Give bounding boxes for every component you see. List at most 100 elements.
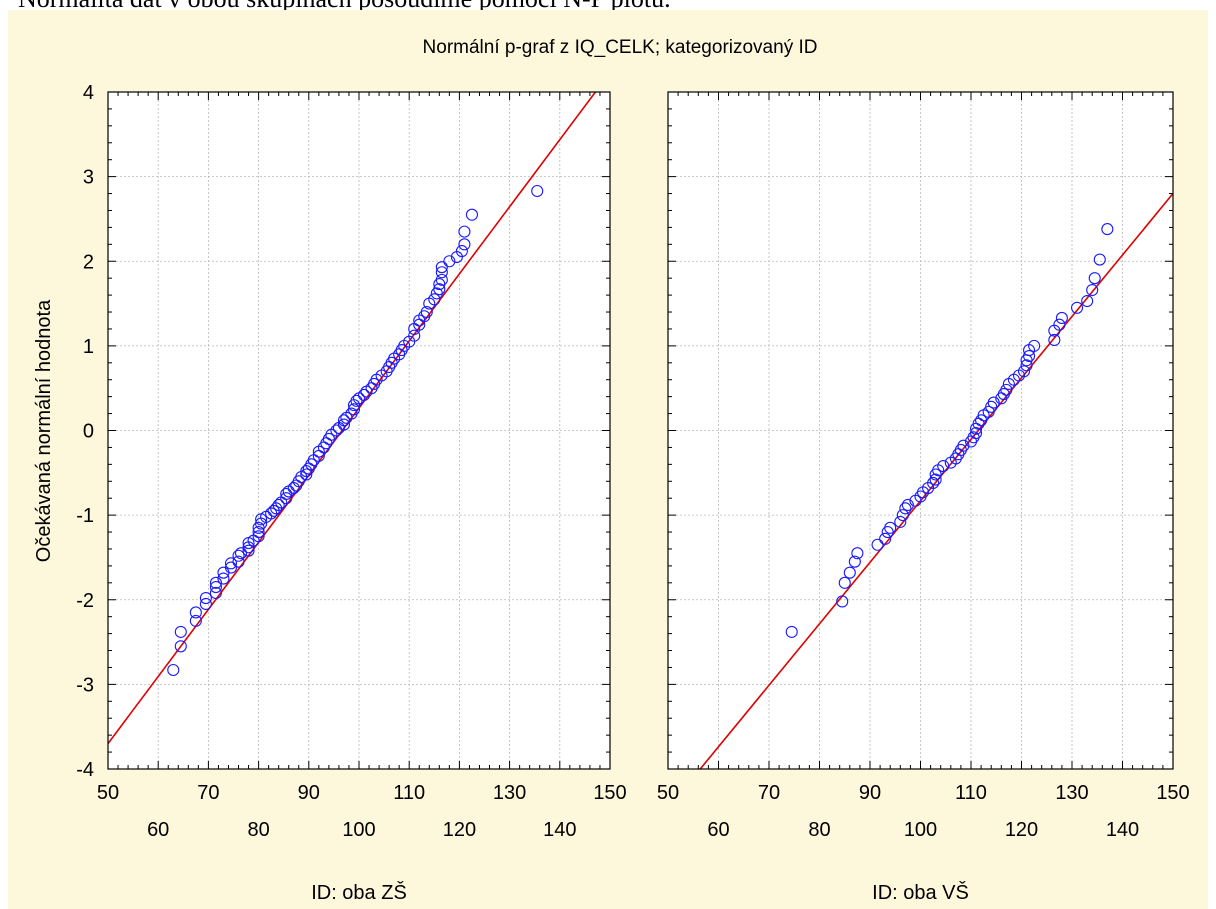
data-point bbox=[987, 396, 1000, 409]
data-point bbox=[1071, 301, 1084, 314]
data-point bbox=[1101, 223, 1114, 236]
data-point bbox=[458, 225, 471, 238]
data-point bbox=[894, 515, 907, 528]
data-point bbox=[1000, 383, 1013, 396]
data-point bbox=[1023, 349, 1036, 363]
data-point bbox=[357, 388, 371, 402]
plot-frame bbox=[667, 91, 1174, 770]
y-tick-label: 4 bbox=[83, 82, 94, 104]
data-point bbox=[347, 403, 361, 416]
x-tick-label: 100 bbox=[342, 819, 375, 841]
data-point bbox=[300, 468, 313, 481]
data-point bbox=[871, 538, 884, 551]
data-point bbox=[843, 566, 856, 579]
x-tick-label: 70 bbox=[758, 782, 780, 804]
y-tick-label: -3 bbox=[76, 674, 94, 696]
data-point bbox=[1048, 333, 1061, 347]
data-point bbox=[337, 418, 350, 431]
x-axis-title: ID: oba ZŠ bbox=[311, 881, 407, 904]
data-point bbox=[1081, 294, 1094, 308]
data-point bbox=[234, 547, 248, 560]
data-point bbox=[242, 544, 255, 557]
y-tick-label: 2 bbox=[83, 251, 94, 273]
x-tick-label: 90 bbox=[859, 782, 881, 804]
data-point bbox=[420, 305, 433, 319]
x-axis-title: ID: oba VŠ bbox=[872, 881, 969, 904]
data-point bbox=[901, 498, 914, 512]
plot-frame bbox=[107, 91, 611, 770]
data-point bbox=[435, 273, 448, 286]
x-tick-label: 150 bbox=[593, 782, 626, 804]
data-point bbox=[455, 245, 468, 258]
data-point bbox=[1086, 283, 1099, 297]
data-point bbox=[1017, 365, 1031, 378]
x-tick-label: 120 bbox=[443, 819, 476, 841]
data-point bbox=[174, 640, 187, 653]
data-point bbox=[838, 576, 851, 589]
data-point bbox=[209, 581, 222, 594]
x-tick-label: 60 bbox=[147, 819, 169, 841]
x-tick-label: 50 bbox=[97, 782, 119, 804]
x-tick-label: 150 bbox=[1156, 782, 1189, 804]
data-point bbox=[836, 595, 849, 608]
y-tick-label: 1 bbox=[83, 336, 94, 358]
data-point bbox=[199, 592, 212, 605]
data-point bbox=[224, 557, 238, 570]
data-point bbox=[252, 525, 265, 539]
x-tick-label: 70 bbox=[197, 782, 219, 804]
chart-panel: Normální p-graf z IQ_CELK; kategorizovan… bbox=[8, 10, 1208, 909]
data-point bbox=[899, 502, 912, 515]
data-point bbox=[785, 625, 798, 638]
data-point bbox=[189, 614, 202, 627]
x-tick-label: 60 bbox=[707, 819, 729, 841]
x-tick-label: 110 bbox=[955, 782, 987, 804]
data-point bbox=[167, 663, 180, 677]
x-tick-label: 100 bbox=[904, 819, 937, 841]
data-point bbox=[280, 487, 293, 501]
data-point bbox=[937, 459, 950, 473]
chart-title: Normální p-graf z IQ_CELK; kategorizovan… bbox=[423, 37, 818, 58]
data-point bbox=[199, 597, 212, 611]
data-point bbox=[531, 184, 544, 198]
data-point bbox=[1053, 318, 1066, 331]
data-point bbox=[189, 606, 202, 619]
data-point bbox=[1028, 339, 1041, 352]
x-tick-label: 140 bbox=[1106, 819, 1139, 841]
data-point bbox=[848, 555, 861, 568]
data-point bbox=[350, 394, 363, 407]
data-point bbox=[209, 576, 222, 589]
x-tick-label: 110 bbox=[393, 782, 425, 804]
data-point bbox=[435, 266, 448, 279]
data-point bbox=[969, 426, 983, 440]
y-tick-label: -1 bbox=[76, 505, 94, 527]
data-point bbox=[217, 572, 230, 585]
y-tick-label: 3 bbox=[83, 167, 94, 189]
subplot-1: 4 3 2 1 0 -1 -2 -3 -450 70 90 110 130 150 60 80 100 120 14… bbox=[76, 82, 626, 904]
data-point bbox=[851, 547, 864, 560]
x-tick-label: 80 bbox=[247, 819, 269, 841]
caption: Normalita dat v obou skupinách posoudíme… bbox=[18, 0, 671, 14]
x-tick-label: 80 bbox=[808, 819, 830, 841]
data-point bbox=[272, 498, 285, 512]
y-tick-label: -4 bbox=[76, 759, 94, 781]
data-point bbox=[896, 509, 909, 522]
data-point bbox=[232, 549, 245, 562]
y-axis-title: Očekávaná normální hodnota bbox=[33, 299, 55, 562]
data-point bbox=[428, 293, 441, 306]
data-point bbox=[337, 414, 350, 427]
data-point bbox=[927, 476, 940, 490]
data-point bbox=[209, 586, 222, 600]
data-point bbox=[443, 255, 456, 268]
data-point bbox=[435, 261, 448, 274]
data-point bbox=[458, 238, 471, 251]
data-point bbox=[1020, 359, 1033, 372]
data-point bbox=[232, 555, 245, 568]
data-point bbox=[957, 439, 970, 452]
x-tick-label: 130 bbox=[493, 782, 526, 804]
data-point bbox=[465, 208, 479, 221]
data-point bbox=[1093, 253, 1106, 266]
x-tick-label: 130 bbox=[1055, 782, 1088, 804]
data-point bbox=[1088, 272, 1101, 285]
x-tick-label: 90 bbox=[298, 782, 320, 804]
